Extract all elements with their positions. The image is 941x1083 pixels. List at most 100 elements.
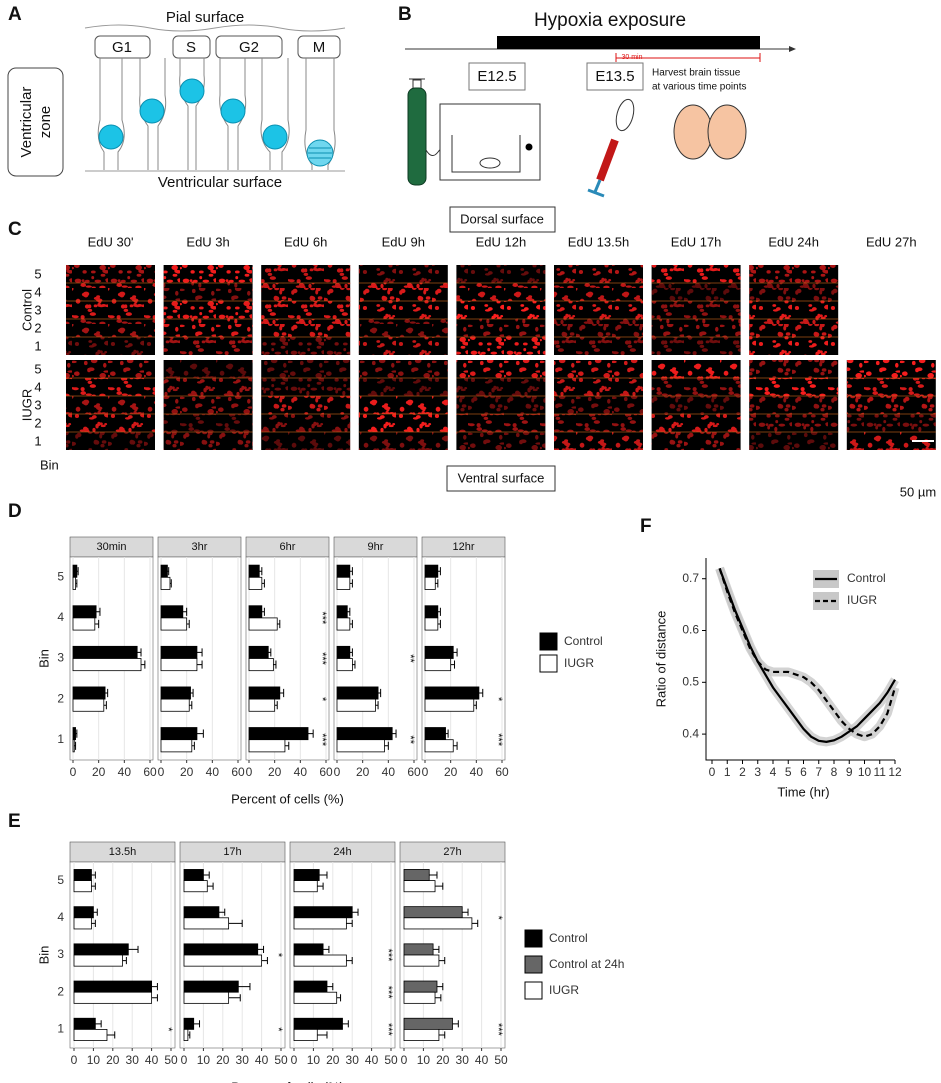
bar [183, 917, 230, 930]
error-bar [182, 607, 188, 616]
micrograph-band [651, 414, 741, 432]
bar [183, 1029, 189, 1041]
bar [403, 880, 436, 893]
time-label: E13.5 [595, 68, 634, 85]
column-header: EdU 17h [671, 234, 722, 249]
micrograph-band [554, 265, 643, 283]
bar [248, 605, 263, 619]
micrograph-band [749, 378, 839, 396]
y-tick-label: 2 [57, 691, 64, 705]
interval-marker [615, 53, 761, 62]
y-tick-label: 3 [57, 651, 64, 665]
legend-label: Control [564, 634, 603, 648]
panel-label: A [8, 4, 22, 25]
time-label: E12.5 [477, 68, 516, 85]
syringe-plunger [587, 179, 605, 198]
x-tick-label: 0 [71, 1053, 78, 1067]
error-bar [435, 882, 444, 890]
micrograph-band [261, 337, 351, 355]
bar [183, 954, 262, 967]
micrograph-band [163, 319, 253, 337]
error-bar [453, 741, 458, 750]
error-bar [435, 579, 439, 588]
brain [673, 104, 713, 160]
bin-number: 5 [34, 266, 41, 281]
bar [336, 617, 351, 631]
zone-label: Ventricular [18, 87, 35, 158]
x-tick-label: 30 [236, 1053, 250, 1067]
micrograph-band [261, 283, 351, 301]
bar [293, 906, 353, 919]
valve [409, 78, 425, 88]
error-bar [91, 882, 96, 890]
micrograph-band [358, 301, 448, 319]
column-header: EdU 13.5h [568, 234, 629, 249]
y-axis-label: Bin [36, 946, 51, 965]
error-bar [277, 619, 281, 629]
error-bar [228, 994, 241, 1002]
mitotic-lines [308, 147, 332, 159]
x-tick-label: 20 [326, 1053, 340, 1067]
bar [424, 739, 454, 753]
phase: G2 [239, 39, 259, 56]
bar [73, 980, 152, 993]
error-bar [207, 882, 214, 890]
micrograph-band [846, 432, 936, 450]
legend-label: Control [847, 571, 886, 585]
error-bar [445, 729, 449, 738]
error-bar [167, 567, 170, 576]
x-tick-label: 0 [291, 1053, 298, 1067]
bar [248, 658, 274, 672]
bar [160, 658, 198, 672]
micrograph-band [358, 396, 448, 414]
phase-boxes [94, 35, 341, 59]
bar [336, 686, 379, 700]
y-tick-label: 4 [57, 610, 64, 624]
bar [72, 645, 138, 659]
x-tick-label: 10 [307, 1053, 321, 1067]
bar [424, 645, 454, 659]
time-box [586, 62, 644, 91]
error-bar [349, 567, 353, 576]
micrograph-band [163, 360, 253, 378]
nucleus [220, 98, 246, 124]
cell [304, 58, 336, 170]
micrograph-band [651, 265, 741, 283]
micrograph-band [554, 378, 643, 396]
bar [293, 980, 328, 993]
micrograph-band [749, 319, 839, 337]
x-tick-label: 7 [815, 765, 822, 779]
legend-label: Control at 24h [549, 957, 624, 971]
error-bar [103, 701, 107, 710]
bin-number: 3 [34, 302, 41, 317]
panel-label: F [640, 516, 652, 537]
label-box [449, 206, 556, 233]
micrograph-band [554, 283, 643, 301]
micrograph-band [358, 414, 448, 432]
micrograph-band [358, 432, 448, 450]
micrograph-band [66, 360, 155, 378]
micrograph-band [554, 337, 643, 355]
error-bar [196, 660, 203, 669]
y-tick-label: 2 [57, 984, 64, 998]
significance: * [162, 1027, 174, 1032]
bar [73, 880, 92, 893]
zone-box [7, 67, 64, 177]
error-bar [323, 945, 330, 953]
x-tick-label: 50 [494, 1053, 508, 1067]
bar [73, 1017, 96, 1030]
x-tick-label: 20 [444, 765, 458, 779]
micrograph-band [66, 414, 155, 432]
bar [424, 617, 439, 631]
error-bar [151, 994, 158, 1002]
bin-label: Bin [40, 457, 59, 472]
significance: *** [382, 986, 394, 1000]
error-bar [105, 688, 109, 698]
y-tick-label: 1 [57, 1022, 64, 1036]
micrograph-band [261, 360, 351, 378]
y-tick-label: 1 [57, 732, 64, 746]
bar [73, 917, 92, 930]
bin-number: 1 [34, 433, 41, 448]
micrograph-band [66, 337, 155, 355]
micrograph-band [456, 432, 546, 450]
